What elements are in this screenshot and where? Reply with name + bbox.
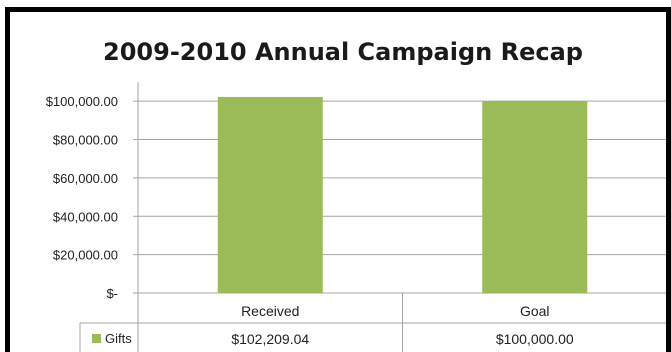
y-tick-label: $60,000.00 <box>53 171 118 186</box>
legend-label: Gifts <box>105 331 132 346</box>
legend-swatch <box>92 334 101 343</box>
table-value-cell: $102,209.04 <box>231 331 309 347</box>
table-value-cell: $100,000.00 <box>496 331 574 347</box>
chart-frame: 2009-2010 Annual Campaign Recap $- $20,00… <box>5 7 671 352</box>
bar-received <box>217 96 323 293</box>
data-table: Received $102,209.04 Goal $100,000.00 Gifts <box>79 293 666 352</box>
y-tick-label: $- <box>106 286 118 301</box>
y-axis-tick-labels: $- $20,000.00 $40,000.00 $60,000.00 $80,000.… <box>46 94 138 301</box>
y-tick-label: $80,000.00 <box>53 133 118 148</box>
chart-title: 2009-2010 Annual Campaign Recap <box>103 38 583 66</box>
y-tick-label: $100,000.00 <box>46 94 118 109</box>
x-category-label: Received <box>241 303 299 319</box>
x-category-label: Goal <box>520 303 550 319</box>
bars <box>217 96 588 293</box>
chart-svg: 2009-2010 Annual Campaign Recap $- $20,00… <box>46 38 666 352</box>
y-tick-label: $20,000.00 <box>53 248 118 263</box>
y-tick-label: $40,000.00 <box>53 209 118 224</box>
bar-goal <box>482 101 588 293</box>
